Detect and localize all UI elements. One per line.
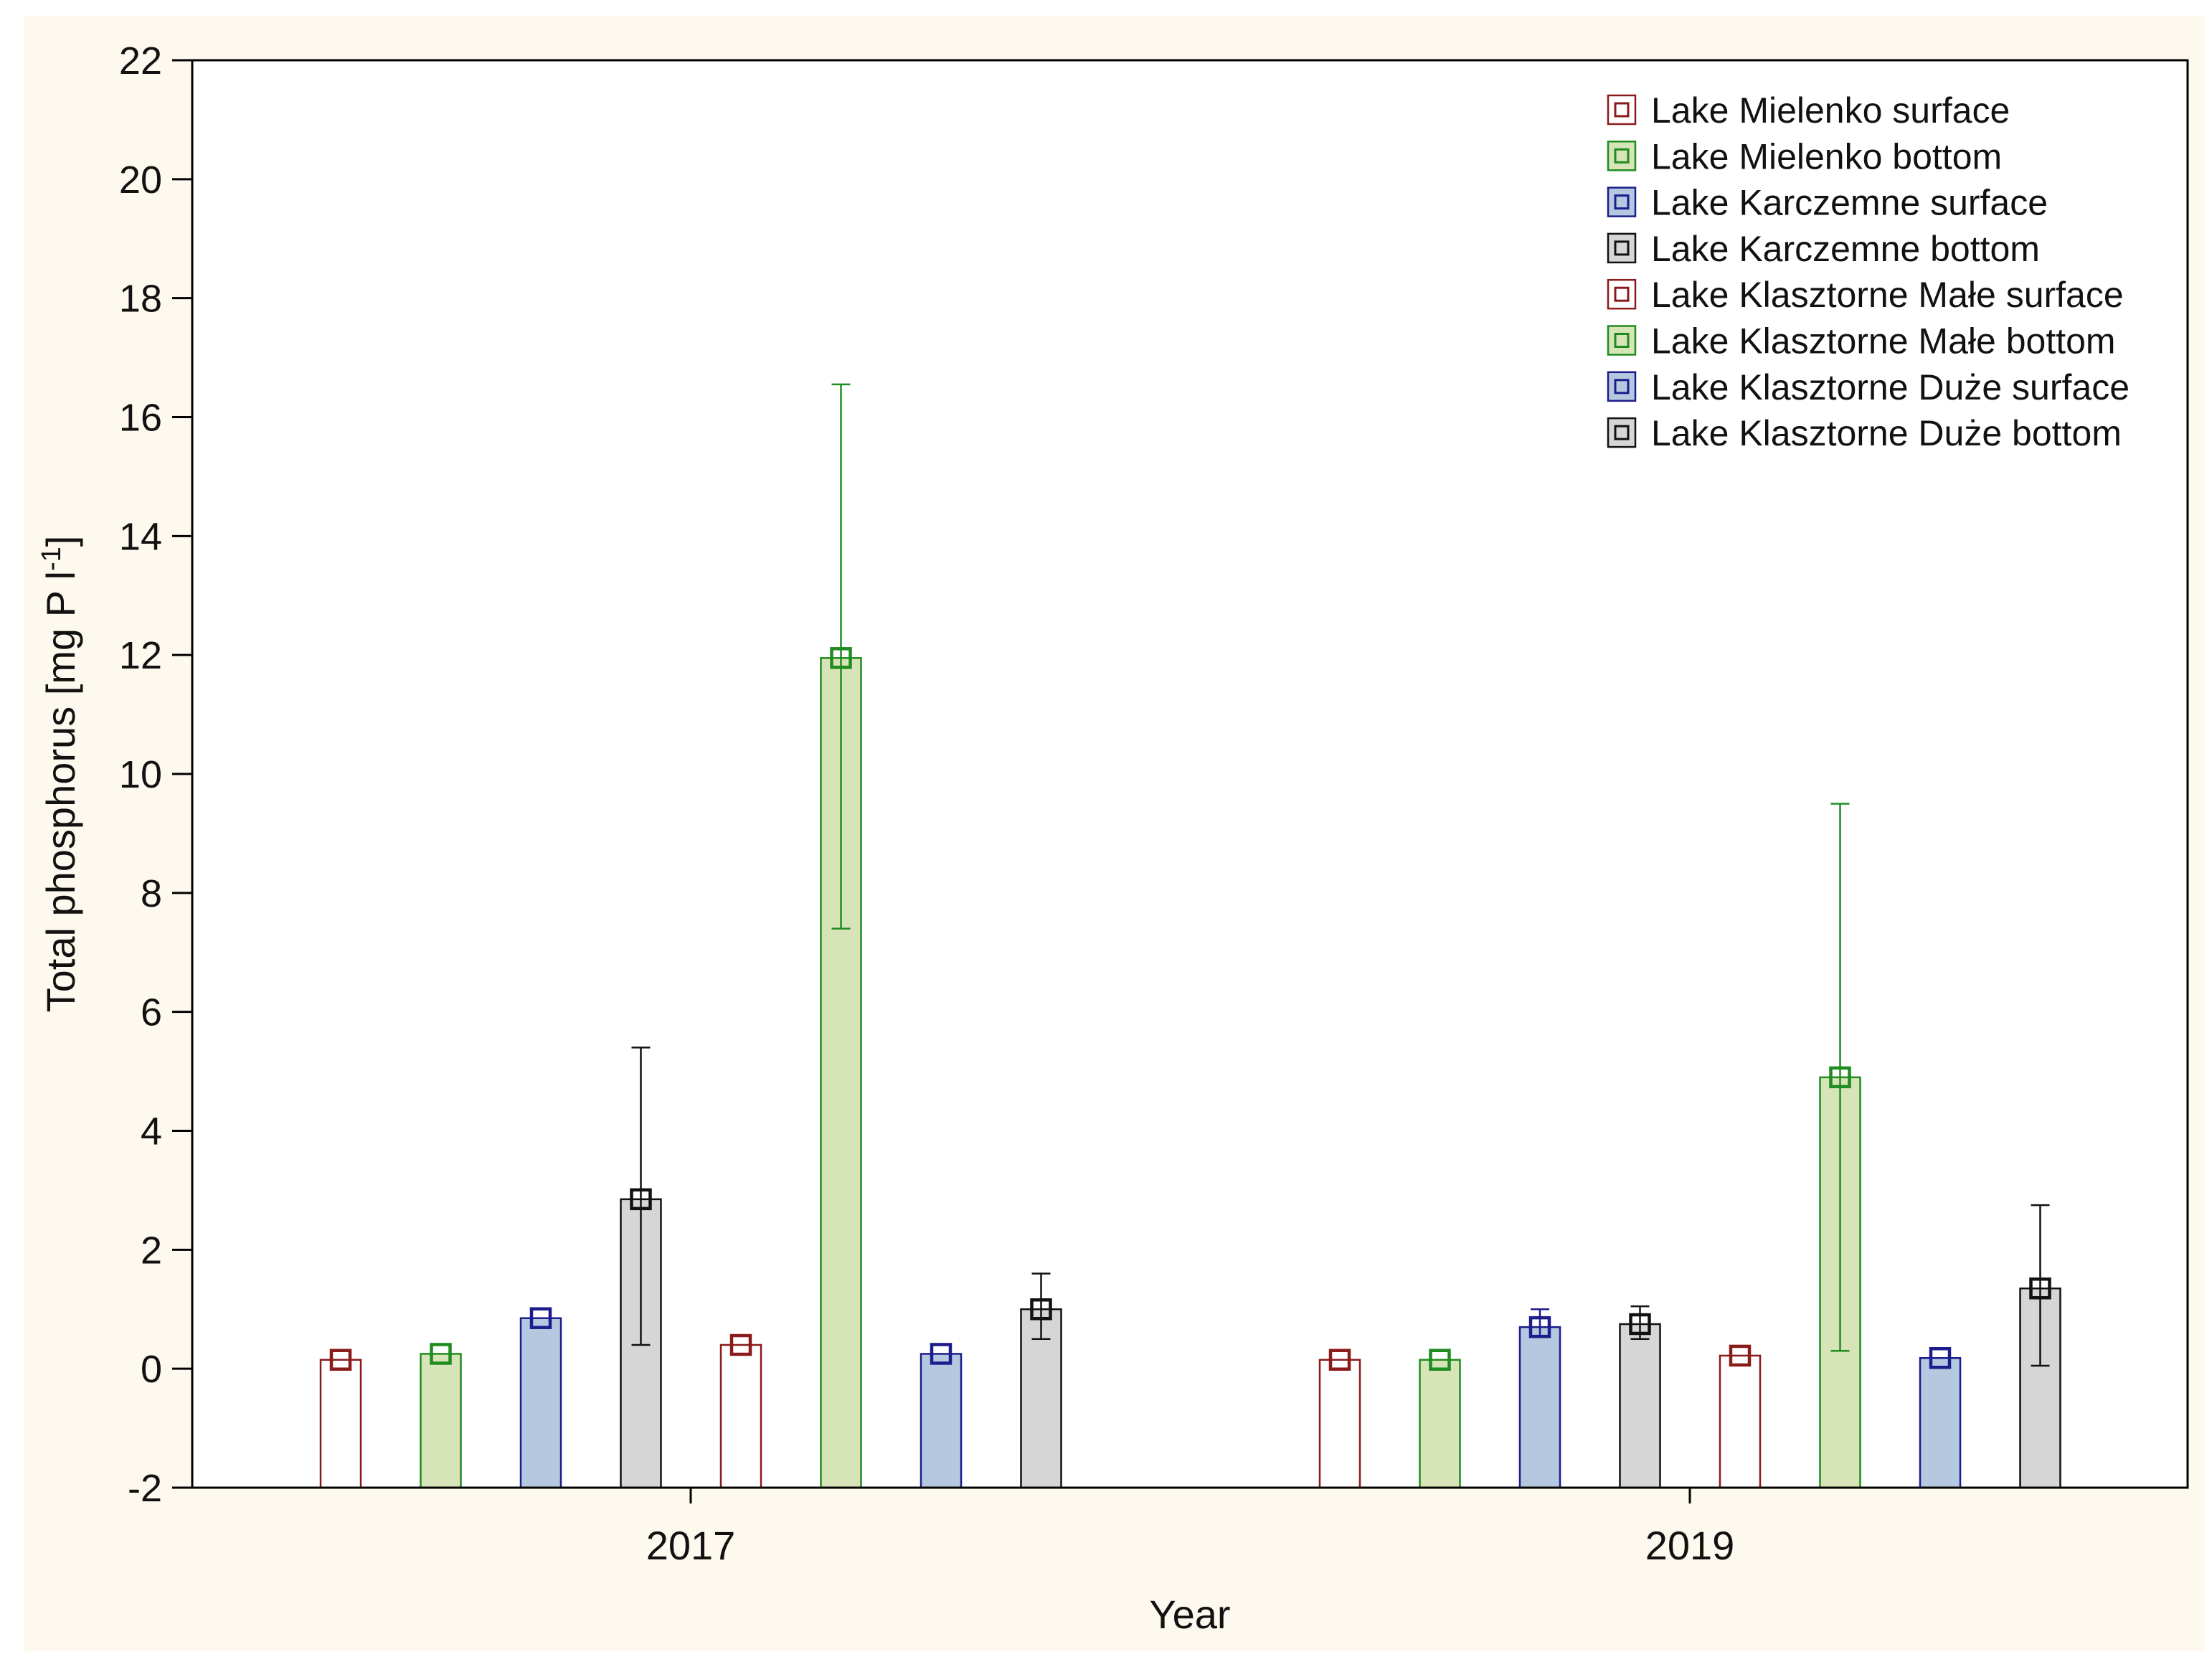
y-axis-label-close: ]	[38, 536, 83, 547]
bar	[920, 1353, 963, 1489]
mean-marker	[930, 1343, 953, 1365]
legend: Lake Mielenko surface Lake Mielenko botto…	[1607, 90, 2130, 453]
y-tick-label: 10	[119, 753, 162, 796]
legend-marker	[1614, 102, 1630, 118]
y-axis: -2 0 2 4 6 8 10 12 14 16 18 20 22	[119, 39, 192, 1510]
mean-marker	[830, 647, 852, 669]
legend-label: Lake Klasztorne Duże bottom	[1651, 413, 2122, 453]
mean-marker	[630, 1188, 652, 1211]
mean-marker	[329, 1349, 352, 1371]
mean-marker	[2029, 1277, 2051, 1300]
mean-marker	[1929, 1346, 1952, 1369]
legend-swatch	[1607, 141, 1637, 171]
mean-marker	[529, 1307, 552, 1329]
mean-marker	[1829, 1066, 1851, 1089]
y-tick-label: 22	[119, 39, 162, 82]
mean-marker	[1328, 1349, 1351, 1371]
plot-frame	[191, 59, 2189, 1489]
bar	[1419, 1359, 1461, 1489]
legend-marker	[1614, 379, 1630, 395]
bar	[1318, 1359, 1361, 1489]
mean-marker	[1030, 1298, 1052, 1321]
bar	[1619, 1323, 1661, 1489]
bar	[1719, 1354, 1762, 1489]
bar	[719, 1343, 762, 1489]
x-tick-label: 2019	[1645, 1523, 1735, 1568]
x-axis: 2017 2019	[646, 1488, 1735, 1568]
legend-label: Lake Mielenko surface	[1651, 90, 2010, 131]
bar	[420, 1353, 462, 1489]
mean-marker	[1429, 1349, 1451, 1371]
legend-label: Lake Klasztorne Duże surface	[1651, 367, 2130, 407]
legend-marker	[1614, 194, 1630, 210]
legend-swatch	[1607, 232, 1637, 264]
mean-marker	[1629, 1313, 1651, 1336]
y-tick-label: 2	[141, 1229, 162, 1272]
bar	[519, 1317, 562, 1489]
legend-label: Lake Klasztorne Małe bottom	[1651, 321, 2116, 362]
legend-swatch	[1607, 325, 1637, 356]
legend-label: Lake Klasztorne Małe surface	[1651, 275, 2124, 315]
legend-swatch	[1607, 94, 1637, 126]
legend-label: Lake Mielenko bottom	[1651, 136, 2002, 176]
y-tick-label: 6	[141, 991, 162, 1034]
y-tick-label: 20	[119, 159, 162, 202]
legend-label: Lake Karczemne surface	[1651, 183, 2048, 223]
x-tick-label: 2017	[646, 1523, 736, 1568]
legend-swatch	[1607, 278, 1637, 310]
y-tick-label: 0	[141, 1348, 162, 1391]
bars-layer	[319, 383, 2061, 1489]
mean-marker	[1528, 1316, 1551, 1338]
y-axis-label-superscript: -1	[37, 547, 67, 571]
legend-marker	[1614, 286, 1630, 302]
x-axis-label: Year	[1149, 1592, 1230, 1637]
y-tick-label: -2	[128, 1467, 162, 1510]
legend-marker	[1614, 240, 1630, 256]
y-axis-label: Total phosphorus [mg P l-1]	[37, 536, 83, 1013]
legend-swatch	[1607, 186, 1637, 217]
y-tick-label: 14	[119, 515, 162, 558]
bar	[319, 1359, 362, 1489]
legend-swatch	[1607, 417, 1637, 448]
y-axis-label-main: Total phosphorus [mg P l	[38, 571, 83, 1012]
legend-marker	[1614, 333, 1630, 348]
legend-swatch	[1607, 371, 1637, 402]
legend-marker	[1614, 425, 1630, 440]
mean-marker	[430, 1343, 452, 1365]
y-tick-label: 4	[141, 1110, 162, 1153]
y-tick-label: 18	[119, 278, 162, 321]
bar	[1919, 1356, 1962, 1489]
mean-marker	[729, 1333, 752, 1356]
legend-marker	[1614, 148, 1630, 164]
legend-label: Lake Karczemne bottom	[1651, 229, 2040, 269]
bar	[1518, 1326, 1561, 1489]
y-tick-label: 8	[141, 872, 162, 915]
y-tick-label: 16	[119, 397, 162, 440]
mean-marker	[1729, 1344, 1752, 1367]
y-tick-label: 12	[119, 634, 162, 677]
